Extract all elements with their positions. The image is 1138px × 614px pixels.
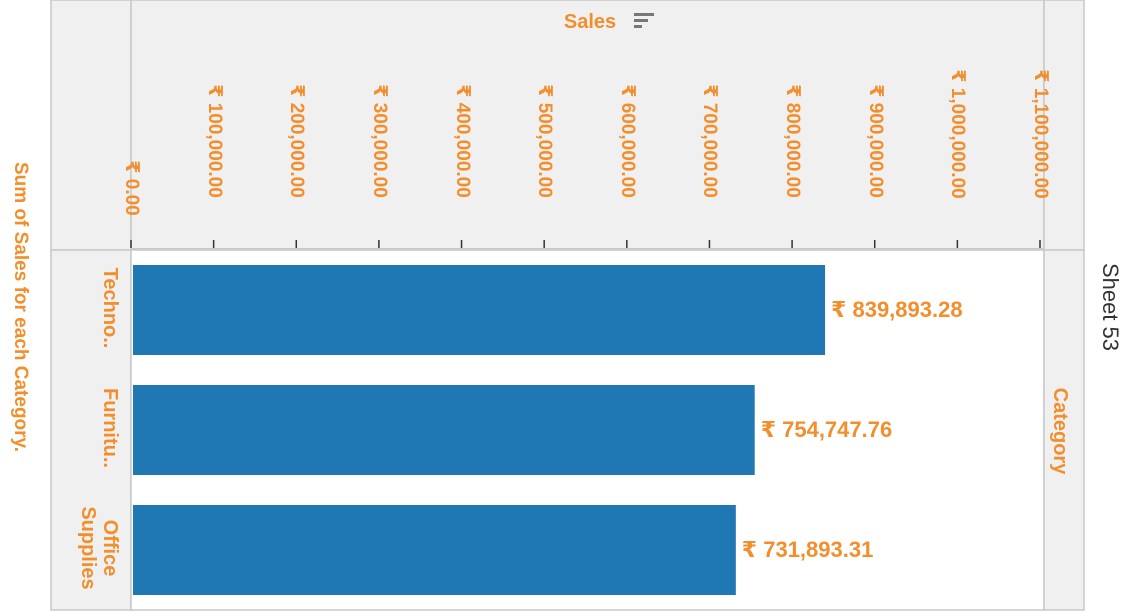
x-tick-label: ₹ 1,100,000.00 (1030, 69, 1051, 199)
y-axis-title[interactable]: Category (1049, 387, 1071, 475)
x-axis-ticks (130, 240, 1041, 248)
category-side-pane (1043, 249, 1085, 611)
value-label: ₹ 754,747.76 (760, 417, 893, 442)
x-tick-label: ₹ 900,000.00 (864, 84, 886, 198)
bar[interactable] (133, 385, 755, 475)
x-tick-label: ₹ 700,000.00 (699, 84, 721, 198)
category-label[interactable]: Furnitu.. (99, 388, 121, 468)
axis-header-pane (130, 0, 1045, 251)
category-label[interactable]: Office Supplies (77, 506, 121, 590)
category-header-pane (1043, 0, 1085, 251)
row-labels-pane (50, 249, 132, 611)
x-tick-label: ₹ 200,000.00 (286, 84, 308, 198)
corner-pane (50, 0, 132, 251)
category-label[interactable]: Techno.. (99, 267, 121, 349)
x-tick-label: ₹ 400,000.00 (451, 84, 473, 198)
x-tick-label: ₹ 0.00 (121, 159, 142, 216)
x-tick-label: ₹ 100,000.00 (203, 84, 225, 198)
bar[interactable] (133, 265, 826, 355)
sort-descending-icon[interactable] (634, 13, 656, 31)
value-label: ₹ 731,893.31 (741, 537, 874, 562)
x-tick-label: ₹ 300,000.00 (368, 84, 390, 198)
x-tick-label: ₹ 800,000.00 (782, 84, 804, 198)
chart-title: Sum of Sales for each Category. (10, 161, 31, 452)
x-tick-label: ₹ 1,000,000.00 (947, 69, 969, 199)
sheet-title: Sheet 53 (1098, 262, 1123, 352)
bars (133, 265, 826, 595)
x-tick-label: ₹ 600,000.00 (616, 84, 638, 198)
bar[interactable] (133, 505, 736, 595)
value-label: ₹ 839,893.28 (831, 297, 963, 322)
x-axis-title[interactable]: Sales (563, 11, 617, 33)
x-tick-label: ₹ 500,000.00 (534, 84, 556, 198)
